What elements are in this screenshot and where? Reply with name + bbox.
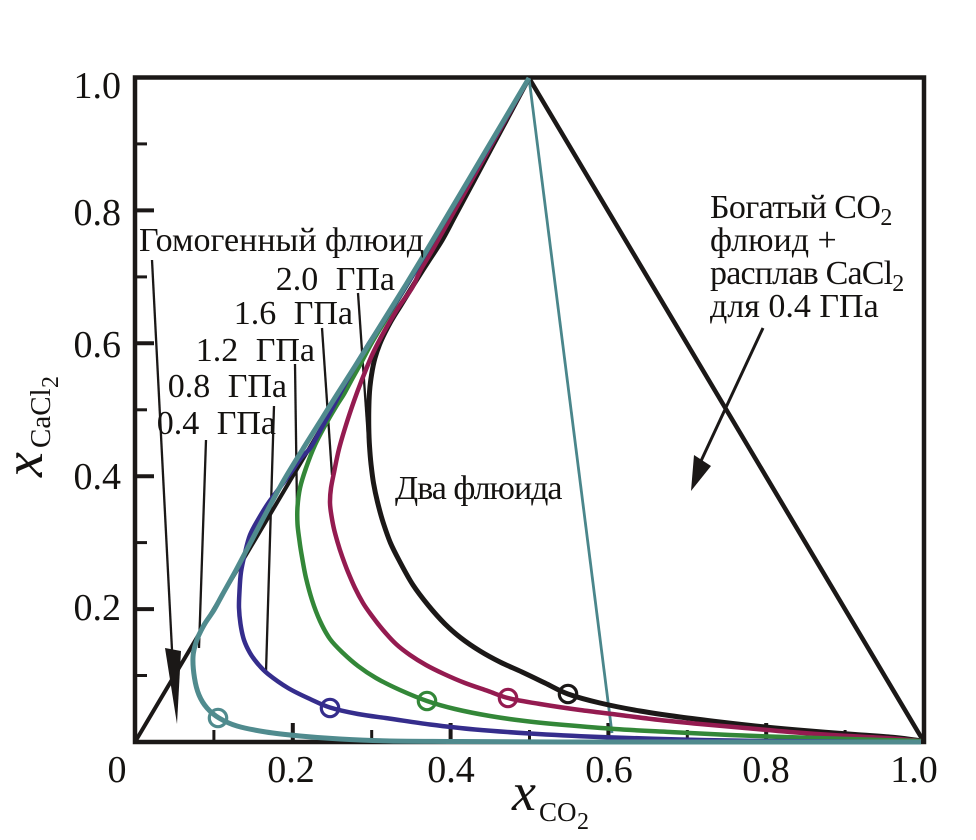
svg-text:Два флюида: Два флюида xyxy=(395,470,562,507)
svg-text:0.4 ГПа: 0.4 ГПа xyxy=(157,405,276,442)
svg-text:0: 0 xyxy=(108,749,127,791)
svg-text:расплав CaCl2: расплав CaCl2 xyxy=(710,255,903,297)
svg-text:Богатый CO2: Богатый CO2 xyxy=(710,189,892,231)
svg-text:0.8: 0.8 xyxy=(74,192,122,234)
svg-text:CO: CO xyxy=(539,797,577,827)
svg-text:0.4: 0.4 xyxy=(427,749,475,791)
svg-text:0.6: 0.6 xyxy=(74,324,122,366)
svg-text:1.2 ГПа: 1.2 ГПа xyxy=(196,332,315,369)
svg-text:1.0: 1.0 xyxy=(74,65,122,107)
svg-text:x: x xyxy=(511,762,536,822)
svg-text:2: 2 xyxy=(38,376,64,388)
svg-text:1.0: 1.0 xyxy=(890,749,938,791)
svg-text:2: 2 xyxy=(577,809,589,835)
svg-text:0.2: 0.2 xyxy=(74,587,122,629)
svg-text:Гомогенный флюид: Гомогенный флюид xyxy=(139,222,424,259)
svg-text:0.8: 0.8 xyxy=(742,749,790,791)
svg-text:0.8 ГПа: 0.8 ГПа xyxy=(168,368,287,405)
svg-text:x: x xyxy=(0,452,55,478)
svg-text:0.2: 0.2 xyxy=(267,749,315,791)
svg-text:для 0.4 ГПа: для 0.4 ГПа xyxy=(710,288,879,325)
svg-text:флюид +: флюид + xyxy=(710,222,837,259)
svg-text:0.6: 0.6 xyxy=(585,749,633,791)
svg-text:2.0 ГПа: 2.0 ГПа xyxy=(276,261,395,298)
svg-text:CaCl: CaCl xyxy=(25,388,57,448)
svg-text:1.6 ГПа: 1.6 ГПа xyxy=(234,295,353,332)
svg-text:0.4: 0.4 xyxy=(74,456,122,498)
